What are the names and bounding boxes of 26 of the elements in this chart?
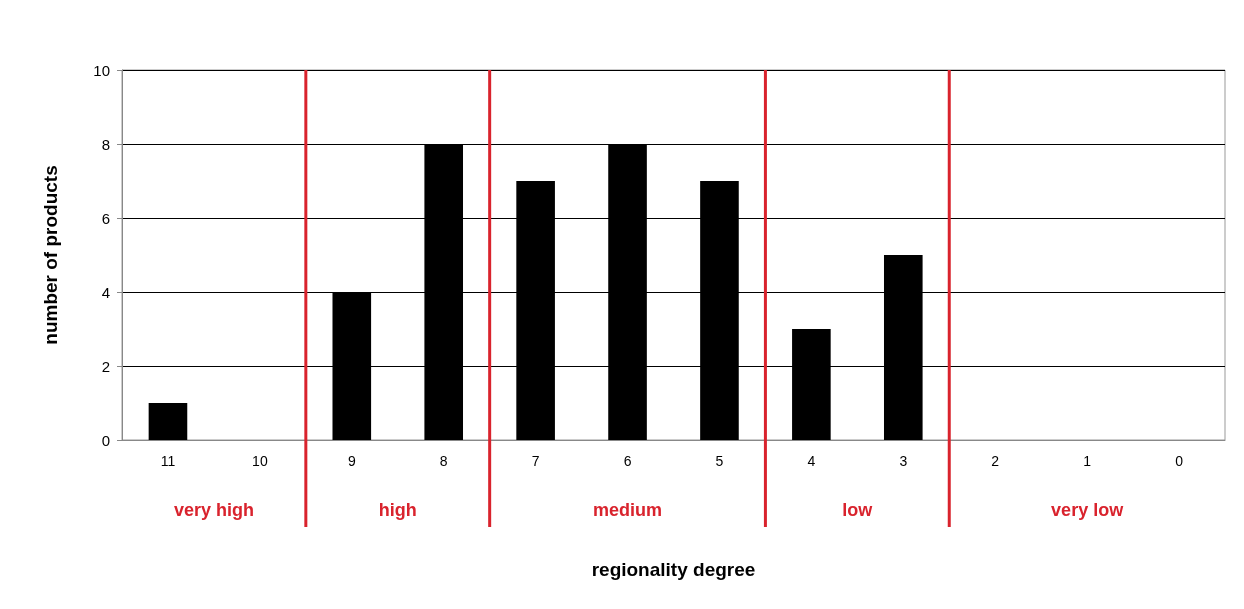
x-tick-label: 3 — [899, 453, 908, 469]
x-tick-label: 4 — [807, 453, 816, 469]
x-tick-label: 0 — [1175, 453, 1184, 469]
text: medium — [593, 500, 663, 520]
text: very low — [1051, 500, 1125, 520]
x-tick-label: 5 — [715, 453, 724, 469]
text: high — [378, 500, 417, 520]
x-tick-label: 1 — [1083, 453, 1092, 469]
y-tick-label: 10 — [93, 61, 110, 79]
x-tick-label: 8 — [439, 453, 448, 469]
y-tick-label: 0 — [101, 431, 110, 449]
x-axis-title: regionality degree — [591, 559, 756, 580]
x-tick-label: 10 — [252, 453, 268, 469]
text: low — [842, 500, 874, 520]
x-tick-label: 2 — [991, 453, 1000, 469]
y-tick-label: 2 — [101, 357, 110, 375]
y-tick-label: 4 — [101, 283, 110, 301]
x-tick-label: 9 — [347, 453, 356, 469]
y-axis-title: number of products — [40, 165, 61, 345]
bar — [148, 403, 188, 440]
x-tick-label: 6 — [623, 453, 632, 469]
y-tick-label: 8 — [101, 135, 110, 153]
x-tick-label: 7 — [531, 453, 540, 469]
text: very high — [173, 500, 254, 520]
x-tick-label: 11 — [160, 453, 176, 469]
y-tick-label: 6 — [101, 209, 110, 227]
